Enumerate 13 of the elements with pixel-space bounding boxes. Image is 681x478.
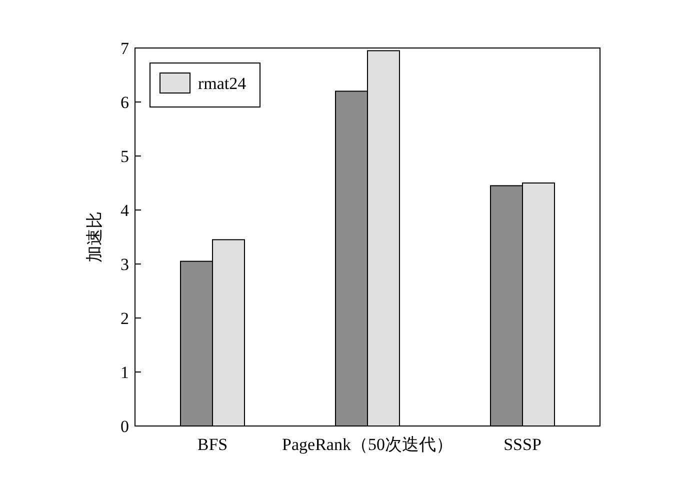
x-tick-label: BFS	[197, 435, 228, 454]
y-axis-title: 加速比	[85, 212, 104, 262]
y-tick-label: 4	[120, 201, 130, 220]
y-tick-label: 6	[120, 93, 129, 112]
y-tick-label: 7	[120, 39, 130, 58]
y-tick-label: 5	[120, 147, 129, 166]
y-tick-label: 3	[120, 255, 129, 274]
y-tick-label: 2	[120, 309, 129, 328]
y-tick-label: 1	[120, 363, 129, 382]
x-tick-label: SSSP	[504, 435, 542, 454]
y-tick-label: 0	[120, 417, 129, 436]
legend-label: rmat24	[198, 74, 247, 93]
x-tick-label: PageRank（50次迭代）	[282, 435, 453, 454]
